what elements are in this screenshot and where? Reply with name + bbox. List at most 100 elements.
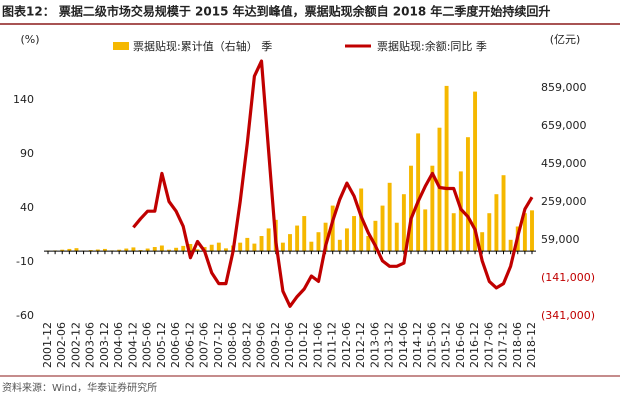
x-tick-label: 2016-06 [454,322,467,368]
y-tick-label: 90 [20,147,34,160]
bar [380,205,385,252]
line [132,59,534,308]
bar [330,205,335,252]
bar [337,239,342,252]
x-tick-label: 2006-06 [169,322,182,368]
y-tick-label: -10 [16,255,34,268]
y2-tick-label: 259,000 [541,195,587,208]
bar [373,220,378,252]
bar [480,232,485,252]
bar [124,248,129,252]
bar [465,137,470,252]
bar [252,243,257,252]
bar [209,244,214,252]
x-tick-label: 2014-06 [397,322,410,368]
y-tick-label: 40 [20,201,34,214]
y-axis-label: (%) [20,33,39,46]
bar [416,133,421,252]
bar [266,228,271,252]
bar [167,249,171,252]
bar [280,242,285,252]
bar [508,239,513,252]
bar [302,216,307,252]
bar [117,249,122,252]
legend-label: 票据贴现:累计值（右轴） 季 [133,39,272,53]
bar [95,249,100,252]
x-tick-label: 2014-12 [411,322,424,368]
bar [138,250,143,252]
bar [259,236,264,252]
bar [131,247,136,252]
bar [473,91,478,252]
x-tick-label: 2008-06 [226,322,239,368]
x-tick-label: 2006-12 [183,322,196,368]
x-tick-label: 2003-06 [84,322,97,368]
bar [316,232,321,252]
x-tick-label: 2010-06 [283,322,296,368]
bar [501,175,506,252]
x-tick-label: 2009-06 [255,322,268,368]
x-tick-label: 2008-12 [240,322,253,368]
x-tick-label: 2009-12 [269,322,282,368]
bar [401,194,406,252]
bar [245,237,250,252]
bar [522,213,527,252]
bar [195,249,200,252]
x-tick-label: 2002-06 [55,322,68,368]
bar [451,213,456,252]
bar [67,248,72,252]
bar [344,228,349,252]
bar [223,248,228,252]
chart-title: 图表12： 票据二级市场交易规模于 2015 年达到峰值，票据贴现余额自 201… [2,4,550,19]
x-tick-label: 2003-12 [98,322,111,368]
legend-label: 票据贴现:余额:同比 季 [377,39,487,53]
bar [181,245,186,252]
x-tick-label: 2018-06 [511,322,524,368]
bar [437,127,442,252]
x-tick-label: 2007-12 [212,322,225,368]
x-tick-label: 2004-12 [126,322,139,368]
x-tick-label: 2013-06 [368,322,381,368]
bar [423,209,428,252]
y2-tick-label: 659,000 [541,119,587,132]
bar [60,249,65,252]
y-tick-label: 140 [13,93,34,106]
x-tick-label: 2001-12 [41,322,54,368]
legend-swatch [113,42,129,50]
y2-tick-label: (341,000) [541,309,595,322]
x-tick-label: 2016-12 [468,322,481,368]
bar [352,216,357,252]
x-tick-label: 2011-06 [311,322,324,368]
bar [487,213,492,252]
y2-tick-label: 59,000 [541,233,580,246]
bar [74,248,79,252]
x-tick-label: 2002-12 [69,322,82,368]
x-tick-label: 2005-12 [155,322,168,368]
x-tick-label: 2005-06 [141,322,154,368]
bar [188,243,193,252]
bar [174,247,179,252]
bar [102,248,107,252]
bar [387,182,392,252]
x-tick-label: 2017-06 [482,322,495,368]
bar [530,210,534,252]
bar [238,242,243,252]
bar [216,242,221,252]
y2-tick-label: 859,000 [541,81,587,94]
x-tick-label: 2007-06 [198,322,211,368]
x-tick-label: 2013-12 [383,322,396,368]
x-tick-label: 2015-06 [425,322,438,368]
bar [288,234,292,252]
x-tick-label: 2011-12 [326,322,339,368]
bar [152,247,157,252]
y2-tick-label: 459,000 [541,157,587,170]
bar [366,236,371,252]
x-tick-label: 2017-12 [497,322,510,368]
source: 资料来源：Wind，华泰证券研究所 [2,381,157,394]
bar [430,165,435,252]
x-tick-label: 2010-12 [297,322,310,368]
x-tick-label: 2004-06 [112,322,125,368]
bar [159,245,164,252]
bar [409,165,413,252]
